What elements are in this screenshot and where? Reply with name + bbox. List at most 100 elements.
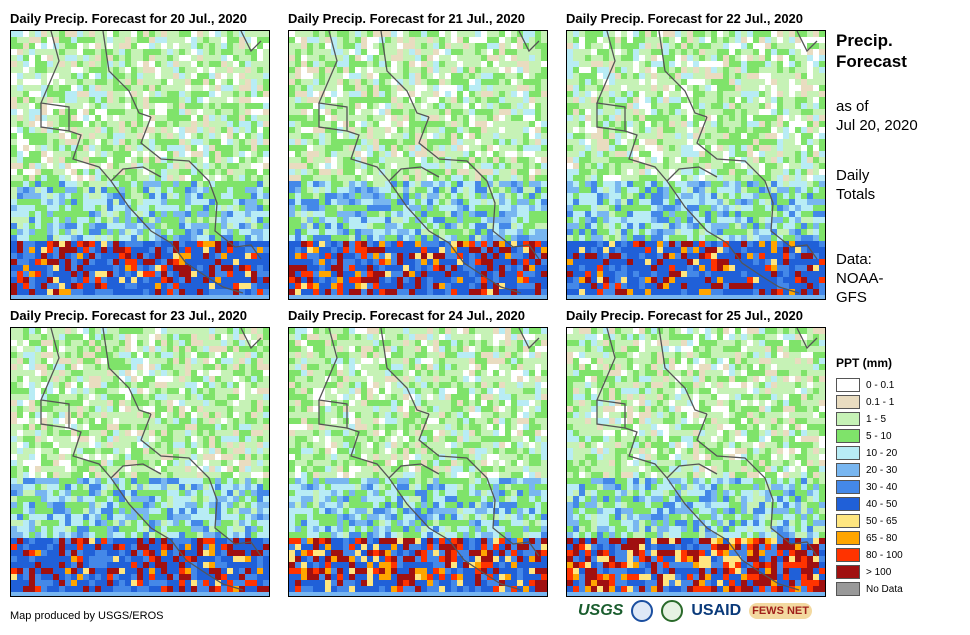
data-source: Data: NOAA- GFS [836, 250, 884, 307]
coastline-border [666, 166, 718, 182]
coastline-border [596, 328, 800, 591]
legend-swatch [836, 497, 860, 511]
coastline-border [418, 116, 540, 260]
legend-item: 20 - 30 [836, 461, 897, 479]
legend-swatch [836, 582, 860, 596]
map-panel-21-jul [288, 30, 548, 300]
coastline-border [40, 103, 70, 132]
data-source-line3: GFS [836, 289, 867, 306]
usaid-wordmark: USAID [691, 602, 742, 619]
coastline-border [40, 328, 244, 591]
legend-swatch [836, 463, 860, 477]
legend-item: > 100 [836, 563, 891, 581]
coastline-border [40, 400, 70, 429]
coastline-border [518, 328, 540, 350]
as-of-label: as of [836, 98, 869, 115]
map-panel-25-jul [566, 327, 826, 597]
legend-swatch [836, 480, 860, 494]
panel-title-21-jul: Daily Precip. Forecast for 21 Jul., 2020 [288, 11, 526, 26]
legend-item: 40 - 50 [836, 495, 897, 513]
coastline-border [596, 103, 626, 132]
coastline-border [418, 413, 540, 557]
legend-label: 10 - 20 [866, 447, 898, 459]
legend-item: 0 - 0.1 [836, 376, 894, 394]
legend-label: 0 - 0.1 [866, 379, 895, 391]
legend-label: 30 - 40 [866, 481, 898, 493]
legend-item: 1 - 5 [836, 410, 886, 428]
coastline-border [140, 413, 262, 557]
doi-seal-icon [661, 600, 684, 622]
map-panel-20-jul [10, 30, 270, 300]
coastline-border [388, 463, 440, 479]
legend-item: No Data [836, 580, 903, 598]
coastline-border [102, 31, 152, 118]
legend-swatch [836, 429, 860, 443]
legend-label: 50 - 65 [866, 515, 898, 527]
forecast-heading-line2: Forecast [836, 52, 907, 71]
legend-swatch [836, 378, 860, 392]
legend-label: 1 - 5 [866, 413, 887, 425]
legend-item: 0.1 - 1 [836, 393, 894, 411]
daily-totals-line1: Daily [836, 167, 870, 184]
legend-item: 10 - 20 [836, 444, 897, 462]
map-panel-24-jul [288, 327, 548, 597]
legend-label: 40 - 50 [866, 498, 898, 510]
legend-item: 50 - 65 [836, 512, 897, 530]
legend-swatch [836, 531, 860, 545]
coastline-border [318, 103, 348, 132]
coastline-border [318, 328, 522, 591]
legend-item: 30 - 40 [836, 478, 897, 496]
legend-item: 80 - 100 [836, 546, 903, 564]
coastline-border [658, 328, 708, 415]
data-source-line2: NOAA- [836, 270, 884, 287]
legend-label: 5 - 10 [866, 430, 892, 442]
forecast-heading: Precip. Forecast [836, 30, 907, 72]
data-source-line1: Data: [836, 251, 872, 268]
coastline-border [240, 31, 262, 53]
map-credit: Map produced by USGS/EROS [10, 610, 164, 622]
coastline-border [110, 166, 162, 182]
coastline-border [318, 400, 348, 429]
panel-title-20-jul: Daily Precip. Forecast for 20 Jul., 2020 [10, 11, 248, 26]
coastline-border [518, 31, 540, 53]
panel-title-23-jul: Daily Precip. Forecast for 23 Jul., 2020 [10, 308, 248, 323]
precip-raster [567, 31, 825, 299]
legend-label: 20 - 30 [866, 464, 898, 476]
legend-item: 5 - 10 [836, 427, 892, 445]
legend-swatch [836, 514, 860, 528]
legend-swatch [836, 548, 860, 562]
coastline-border [666, 463, 718, 479]
noaa-seal-icon [631, 600, 654, 622]
legend-swatch [836, 446, 860, 460]
coastline-border [796, 31, 818, 53]
logo-strip: USGS USAID FEWS NET [578, 600, 820, 622]
legend-label: No Data [866, 583, 903, 595]
legend-swatch [836, 412, 860, 426]
precip-raster [567, 328, 825, 596]
forecast-heading-line1: Precip. [836, 31, 893, 50]
fews-net-logo: FEWS NET [749, 603, 812, 619]
precip-raster [289, 31, 547, 299]
coastline-border [388, 166, 440, 182]
panel-title-24-jul: Daily Precip. Forecast for 24 Jul., 2020 [288, 308, 526, 323]
precip-raster [289, 328, 547, 596]
fews-net-wordmark: FEWS NET [749, 603, 812, 619]
legend-item: 65 - 80 [836, 529, 897, 547]
daily-totals-note: Daily Totals [836, 166, 875, 204]
legend-swatch [836, 395, 860, 409]
coastline-border [696, 116, 818, 260]
coastline-border [318, 31, 522, 294]
as-of-date: as of Jul 20, 2020 [836, 97, 918, 135]
precip-raster [11, 31, 269, 299]
usgs-logo: USGS [578, 602, 623, 620]
usgs-wordmark: USGS [578, 602, 624, 619]
coastline-border [102, 328, 152, 415]
coastline-border [380, 31, 430, 118]
map-panel-22-jul [566, 30, 826, 300]
coastline-border [240, 328, 262, 350]
panel-title-25-jul: Daily Precip. Forecast for 25 Jul., 2020 [566, 308, 804, 323]
map-panel-23-jul [10, 327, 270, 597]
precip-raster [11, 328, 269, 596]
legend-label: 80 - 100 [866, 549, 903, 561]
usaid-logo: USAID [691, 602, 741, 620]
